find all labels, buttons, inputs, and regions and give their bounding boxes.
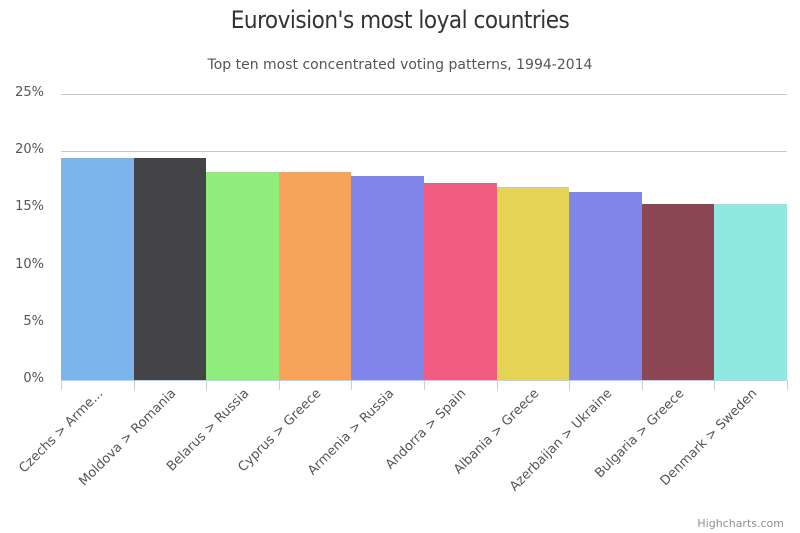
y-axis-label: 20%	[15, 142, 44, 158]
chart-title: Eurovision's most loyal countries	[230, 6, 570, 34]
x-axis-label: Belarus > Russia	[163, 386, 252, 475]
bar[interactable]	[641, 203, 715, 380]
y-axis-label: 25%	[15, 85, 44, 100]
y-axis-label: 0%	[23, 371, 44, 386]
bar[interactable]	[133, 158, 207, 380]
x-axis-tick	[133, 380, 135, 390]
x-axis-tick	[714, 380, 716, 390]
x-axis-label: Bulgaria > Greece	[592, 386, 688, 482]
x-axis-label: Albania > Greece	[450, 386, 543, 478]
x-axis-tick	[278, 380, 280, 390]
x-axis-label: Denmark > Sweden	[657, 386, 760, 489]
x-axis-label: Armenia > Russia	[304, 386, 397, 479]
bar[interactable]	[569, 192, 642, 380]
y-axis-label: 15%	[15, 199, 44, 215]
x-axis-tick	[496, 380, 498, 390]
x-axis-tick	[641, 380, 643, 390]
gridline	[61, 94, 787, 95]
x-axis-tick	[569, 380, 571, 390]
y-axis-label: 5%	[23, 313, 44, 329]
x-axis-tick	[61, 380, 62, 390]
x-axis-tick	[787, 380, 788, 390]
bar[interactable]	[714, 203, 787, 380]
x-axis-label: Moldova > Romania	[76, 386, 180, 490]
x-axis-tick	[351, 380, 353, 390]
x-axis-label: Czechs > Arme...	[16, 386, 107, 477]
bar[interactable]	[278, 171, 352, 380]
x-axis-label: Azerbaijan > Ukraine	[506, 386, 615, 495]
bar[interactable]	[424, 183, 497, 380]
chart-subtitle: Top ten most concentrated voting pattern…	[207, 57, 593, 73]
bar[interactable]	[496, 186, 570, 380]
bar[interactable]	[351, 176, 424, 380]
x-axis-tick	[424, 380, 425, 390]
gridline	[61, 151, 787, 153]
credits-link[interactable]: Highcharts.com	[697, 517, 784, 530]
x-axis-label: Cyprus > Greece	[235, 386, 325, 476]
y-axis-label: 10%	[15, 256, 44, 272]
x-axis-tick	[206, 380, 208, 390]
bar[interactable]	[61, 158, 134, 380]
x-axis-label: Andorra > Spain	[383, 386, 470, 473]
bar[interactable]	[206, 171, 279, 380]
